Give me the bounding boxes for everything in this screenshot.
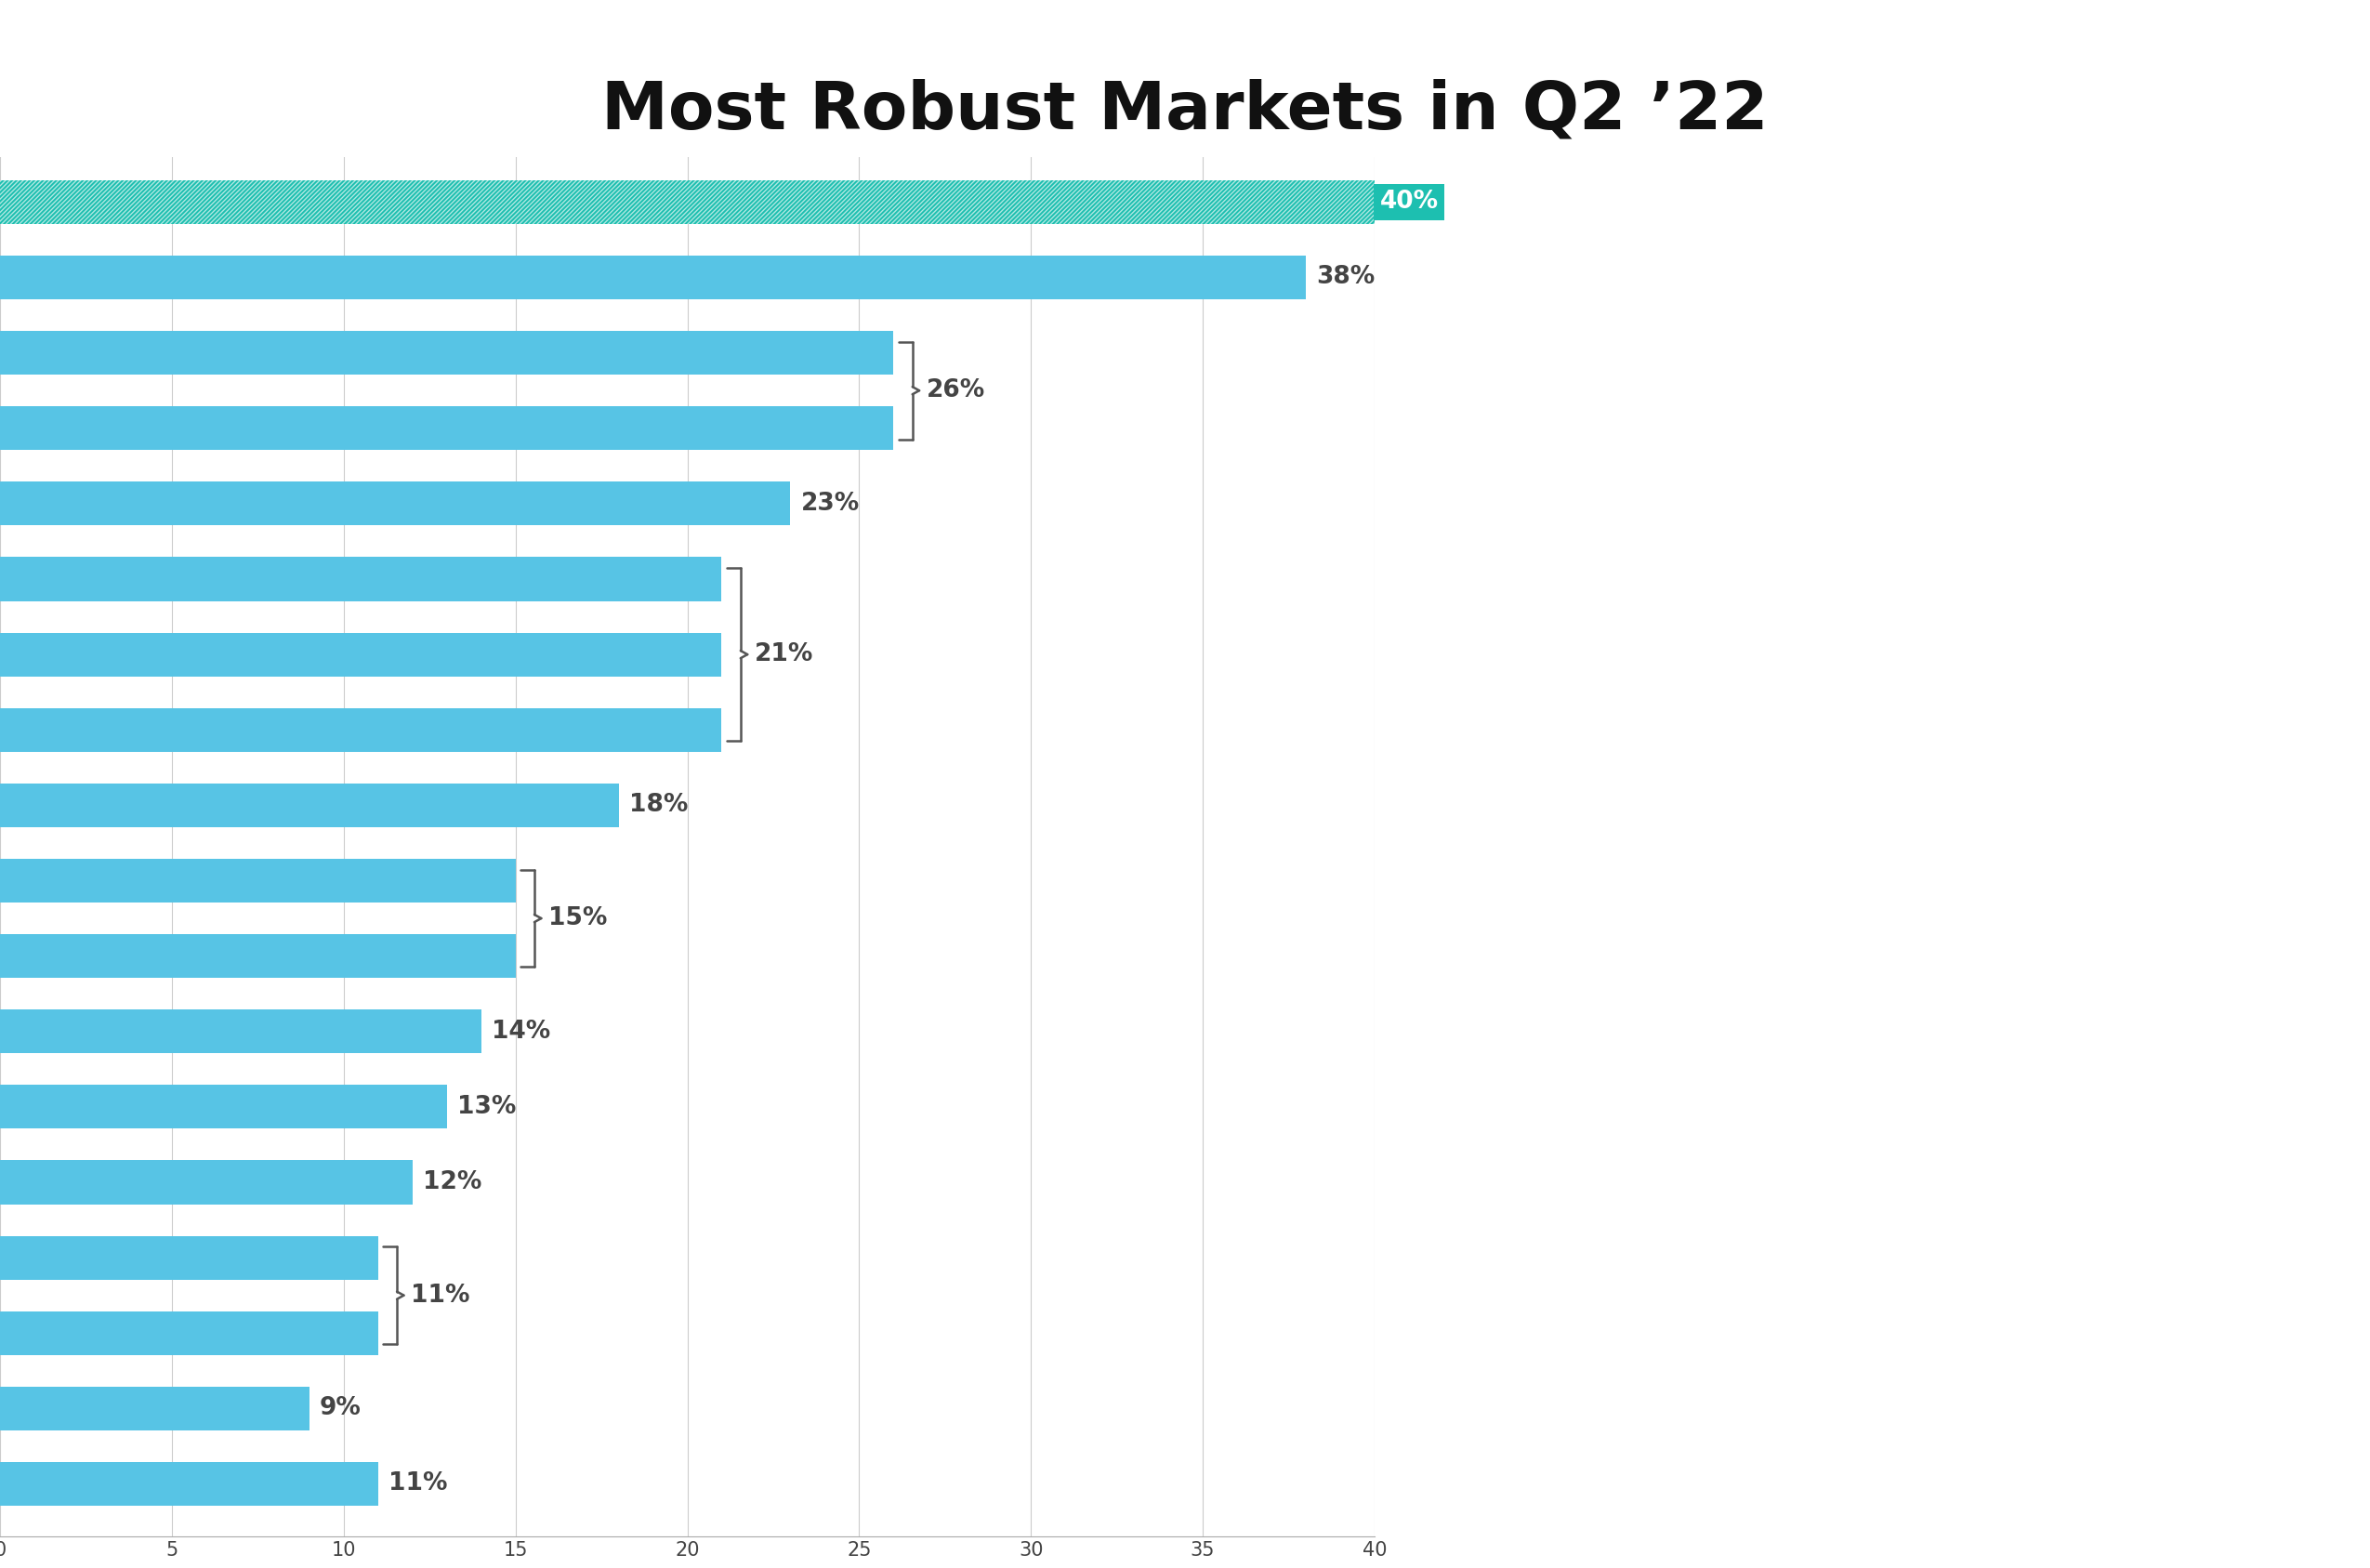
Bar <box>0 481 792 525</box>
Bar <box>0 406 893 450</box>
Text: 21%: 21% <box>754 643 813 666</box>
Bar <box>0 180 1375 224</box>
Text: 11%: 11% <box>389 1472 448 1496</box>
Bar <box>0 784 619 826</box>
Bar <box>0 935 517 978</box>
Bar <box>0 256 1306 299</box>
Bar <box>0 180 1375 224</box>
Bar <box>0 557 720 601</box>
Bar <box>0 859 517 903</box>
Text: 38%: 38% <box>1315 265 1375 290</box>
Text: Most Robust Markets in Q2 ’22: Most Robust Markets in Q2 ’22 <box>602 78 1768 143</box>
Bar <box>0 709 720 751</box>
Text: 9%: 9% <box>320 1397 360 1421</box>
Text: 18%: 18% <box>628 793 687 817</box>
Bar <box>0 632 720 676</box>
Text: 11%: 11% <box>410 1283 469 1308</box>
Text: 15%: 15% <box>547 906 607 930</box>
Bar <box>0 331 893 375</box>
Text: 23%: 23% <box>801 491 860 516</box>
Bar <box>0 1160 412 1204</box>
Bar <box>0 1461 379 1505</box>
Text: 14%: 14% <box>491 1019 550 1044</box>
Bar <box>0 1085 446 1129</box>
Text: 13%: 13% <box>457 1094 517 1120</box>
Bar <box>0 1386 308 1430</box>
Text: 40%: 40% <box>1379 190 1439 215</box>
Bar <box>0 1236 379 1279</box>
Bar <box>0 1010 481 1054</box>
Text: 12%: 12% <box>422 1170 481 1195</box>
Text: 26%: 26% <box>927 378 986 403</box>
Bar <box>0 1311 379 1355</box>
